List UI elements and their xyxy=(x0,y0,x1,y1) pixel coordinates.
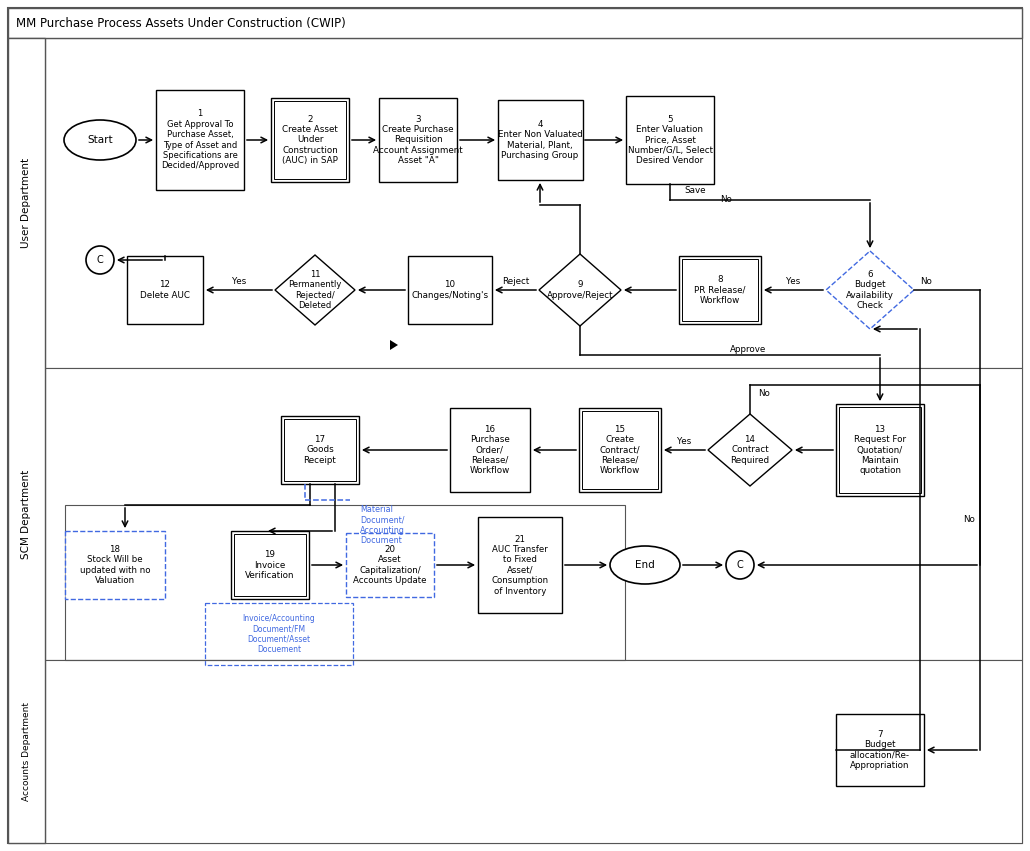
FancyBboxPatch shape xyxy=(836,714,924,786)
Text: No: No xyxy=(720,196,732,204)
FancyBboxPatch shape xyxy=(450,408,530,492)
Text: 9
Approve/Reject: 9 Approve/Reject xyxy=(547,280,613,300)
FancyBboxPatch shape xyxy=(8,38,45,843)
Circle shape xyxy=(85,246,114,274)
Text: 14
Contract
Required: 14 Contract Required xyxy=(730,435,769,465)
Text: 5
Enter Valuation
Price, Asset
Number/G/L, Select
Desired Vendor: 5 Enter Valuation Price, Asset Number/G/… xyxy=(627,115,713,165)
Text: Yes: Yes xyxy=(232,277,246,287)
Text: 3
Create Purchase
Requisition
Account Assignment
Asset "A": 3 Create Purchase Requisition Account As… xyxy=(373,115,462,165)
FancyBboxPatch shape xyxy=(281,416,359,484)
Polygon shape xyxy=(708,414,792,486)
Text: No: No xyxy=(963,516,975,524)
Text: C: C xyxy=(736,560,744,570)
Text: 13
Request For
Quotation/
Maintain
quotation: 13 Request For Quotation/ Maintain quota… xyxy=(854,425,906,476)
Ellipse shape xyxy=(610,546,680,584)
FancyBboxPatch shape xyxy=(65,531,165,599)
Circle shape xyxy=(726,551,754,579)
Text: 7
Budget
allocation/Re-
Appropriation: 7 Budget allocation/Re- Appropriation xyxy=(850,730,909,770)
Text: MM Purchase Process Assets Under Construction (CWIP): MM Purchase Process Assets Under Constru… xyxy=(16,16,346,30)
Text: 18
Stock Will be
updated with no
Valuation: 18 Stock Will be updated with no Valuati… xyxy=(79,545,150,585)
Polygon shape xyxy=(390,340,398,350)
FancyBboxPatch shape xyxy=(626,96,714,184)
Polygon shape xyxy=(826,251,914,329)
Text: User Department: User Department xyxy=(22,158,32,248)
Text: No: No xyxy=(920,277,932,287)
Text: 11
Permanently
Rejected/
Deleted: 11 Permanently Rejected/ Deleted xyxy=(288,270,342,310)
Text: 19
Invoice
Verification: 19 Invoice Verification xyxy=(245,550,295,580)
FancyBboxPatch shape xyxy=(8,8,1022,38)
FancyBboxPatch shape xyxy=(156,90,244,190)
FancyBboxPatch shape xyxy=(408,256,492,324)
Text: Start: Start xyxy=(88,135,113,145)
FancyBboxPatch shape xyxy=(346,533,434,597)
Text: 1
Get Approval To
Purchase Asset,
Type of Asset and
Specifications are
Decided/A: 1 Get Approval To Purchase Asset, Type o… xyxy=(161,110,239,170)
FancyBboxPatch shape xyxy=(836,404,924,496)
Text: End: End xyxy=(636,560,655,570)
Text: Save: Save xyxy=(684,186,706,195)
FancyBboxPatch shape xyxy=(8,8,1022,843)
Text: 6
Budget
Availability
Check: 6 Budget Availability Check xyxy=(846,270,894,310)
Text: 2
Create Asset
Under
Construction
(AUC) in SAP: 2 Create Asset Under Construction (AUC) … xyxy=(282,115,338,165)
Text: 10
Changes/Noting's: 10 Changes/Noting's xyxy=(411,280,488,300)
Text: 12
Delete AUC: 12 Delete AUC xyxy=(140,280,190,300)
Text: Material
Document/
Accounting
Document: Material Document/ Accounting Document xyxy=(360,505,405,545)
FancyBboxPatch shape xyxy=(379,98,457,182)
FancyBboxPatch shape xyxy=(45,368,1022,660)
Text: 16
Purchase
Order/
Release/
Workflow: 16 Purchase Order/ Release/ Workflow xyxy=(470,425,510,476)
Text: Yes: Yes xyxy=(678,437,691,447)
FancyBboxPatch shape xyxy=(271,98,349,182)
Text: Yes: Yes xyxy=(786,277,800,287)
Text: SCM Department: SCM Department xyxy=(22,470,32,558)
Text: 21
AUC Transfer
to Fixed
Asset/
Consumption
of Inventory: 21 AUC Transfer to Fixed Asset/ Consumpt… xyxy=(491,534,549,596)
Text: 8
PR Release/
Workflow: 8 PR Release/ Workflow xyxy=(694,275,746,305)
Ellipse shape xyxy=(64,120,136,160)
FancyBboxPatch shape xyxy=(231,531,309,599)
Text: No: No xyxy=(758,389,769,397)
FancyBboxPatch shape xyxy=(579,408,661,492)
FancyBboxPatch shape xyxy=(679,256,761,324)
FancyBboxPatch shape xyxy=(127,256,203,324)
Text: 4
Enter Non Valuated
Material, Plant,
Purchasing Group: 4 Enter Non Valuated Material, Plant, Pu… xyxy=(497,120,582,160)
Text: 15
Create
Contract/
Release/
Workflow: 15 Create Contract/ Release/ Workflow xyxy=(599,425,641,476)
Text: 20
Asset
Capitalization/
Accounts Update: 20 Asset Capitalization/ Accounts Update xyxy=(353,545,426,585)
Polygon shape xyxy=(539,254,621,326)
FancyBboxPatch shape xyxy=(45,38,1022,368)
Text: Accounts Department: Accounts Department xyxy=(22,702,31,801)
Text: C: C xyxy=(97,255,103,265)
Text: Reject: Reject xyxy=(502,277,529,287)
FancyBboxPatch shape xyxy=(497,100,583,180)
FancyBboxPatch shape xyxy=(478,517,562,613)
Text: Approve: Approve xyxy=(730,346,766,355)
Polygon shape xyxy=(275,255,355,325)
Text: Invoice/Accounting
Document/FM
Document/Asset
Docuement: Invoice/Accounting Document/FM Document/… xyxy=(243,614,315,654)
Text: 17
Goods
Receipt: 17 Goods Receipt xyxy=(304,435,337,465)
FancyBboxPatch shape xyxy=(45,660,1022,843)
